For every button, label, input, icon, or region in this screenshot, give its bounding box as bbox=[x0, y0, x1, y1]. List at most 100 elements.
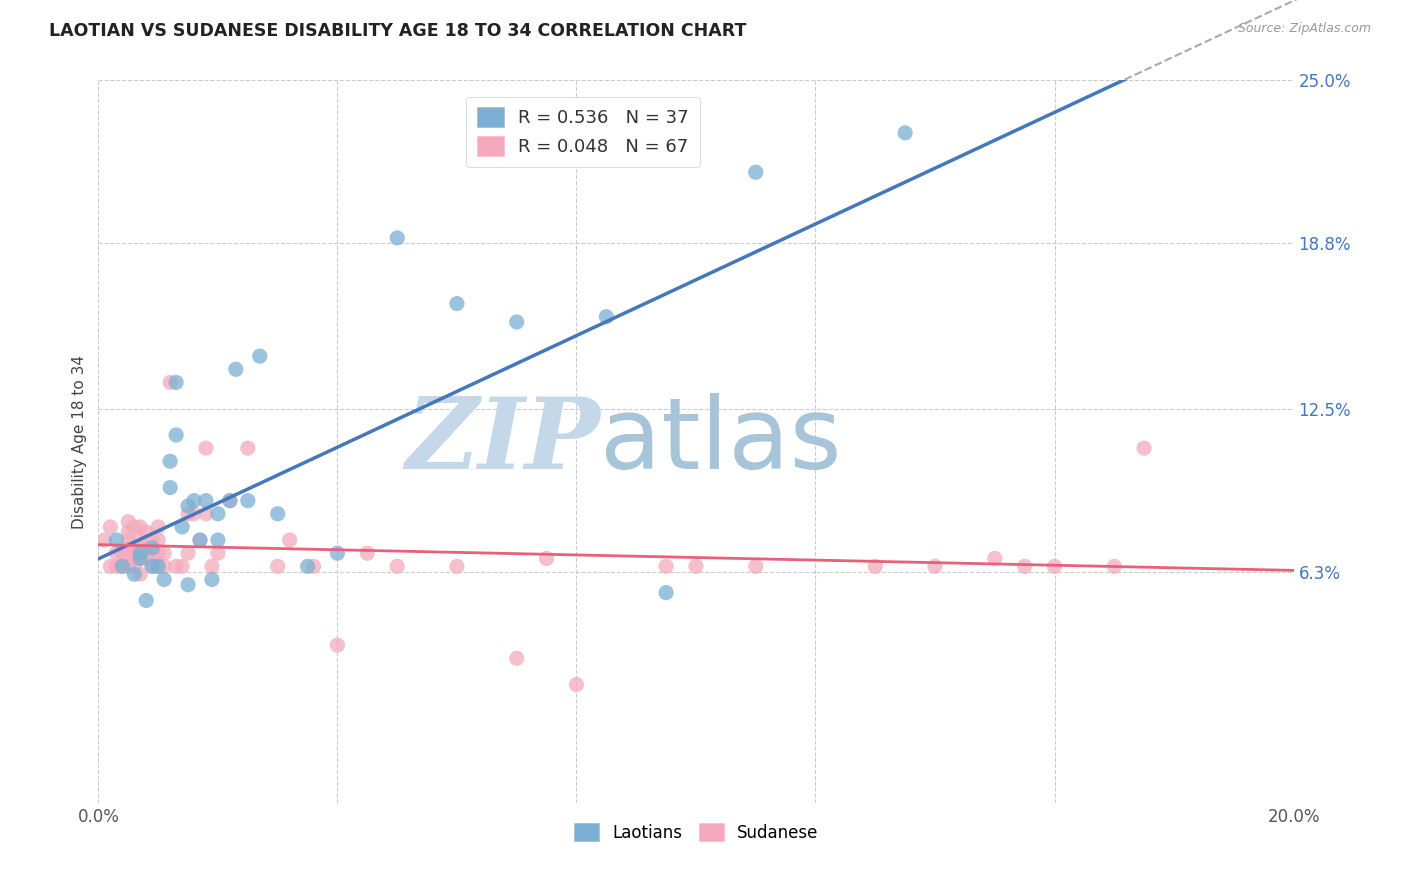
Point bbox=[141, 559, 163, 574]
Point bbox=[1043, 559, 1066, 574]
Point bbox=[278, 533, 301, 547]
Point bbox=[93, 533, 115, 547]
Point bbox=[446, 559, 468, 574]
Point bbox=[267, 507, 290, 521]
Point bbox=[385, 559, 409, 574]
Point bbox=[124, 567, 146, 582]
Point bbox=[297, 559, 319, 574]
Point bbox=[236, 441, 259, 455]
Point bbox=[183, 493, 205, 508]
Point bbox=[326, 546, 349, 560]
Point bbox=[124, 559, 146, 574]
Point bbox=[165, 559, 187, 574]
Point bbox=[385, 231, 409, 245]
Point bbox=[172, 520, 194, 534]
Point bbox=[148, 533, 170, 547]
Point bbox=[159, 454, 181, 468]
Point bbox=[984, 551, 1007, 566]
Point bbox=[267, 559, 290, 574]
Point bbox=[924, 559, 946, 574]
Y-axis label: Disability Age 18 to 34: Disability Age 18 to 34 bbox=[72, 354, 87, 529]
Point bbox=[129, 533, 152, 547]
Point bbox=[124, 541, 146, 555]
Point bbox=[153, 559, 176, 574]
Point bbox=[98, 559, 122, 574]
Point bbox=[195, 507, 218, 521]
Point bbox=[188, 533, 211, 547]
Point bbox=[236, 493, 259, 508]
Point bbox=[111, 559, 134, 574]
Point bbox=[1104, 559, 1126, 574]
Point bbox=[117, 559, 139, 574]
Point bbox=[207, 546, 229, 560]
Point bbox=[117, 525, 139, 540]
Point bbox=[183, 507, 205, 521]
Point bbox=[117, 533, 139, 547]
Point bbox=[153, 546, 176, 560]
Point bbox=[124, 520, 146, 534]
Point bbox=[177, 507, 200, 521]
Point bbox=[129, 520, 152, 534]
Point bbox=[165, 428, 187, 442]
Point bbox=[129, 567, 152, 582]
Point bbox=[225, 362, 247, 376]
Point bbox=[165, 376, 187, 390]
Point bbox=[655, 585, 678, 599]
Point bbox=[141, 541, 163, 555]
Text: LAOTIAN VS SUDANESE DISABILITY AGE 18 TO 34 CORRELATION CHART: LAOTIAN VS SUDANESE DISABILITY AGE 18 TO… bbox=[49, 22, 747, 40]
Point bbox=[148, 546, 170, 560]
Point bbox=[195, 493, 218, 508]
Point bbox=[177, 499, 200, 513]
Point bbox=[148, 559, 170, 574]
Point bbox=[177, 546, 200, 560]
Point bbox=[129, 546, 152, 560]
Point bbox=[172, 559, 194, 574]
Point bbox=[506, 315, 529, 329]
Point bbox=[506, 651, 529, 665]
Point bbox=[655, 559, 678, 574]
Point bbox=[249, 349, 271, 363]
Point bbox=[117, 541, 139, 555]
Point bbox=[141, 546, 163, 560]
Point bbox=[201, 559, 224, 574]
Point bbox=[148, 559, 170, 574]
Point bbox=[105, 533, 128, 547]
Point bbox=[745, 165, 768, 179]
Point bbox=[302, 559, 325, 574]
Point bbox=[124, 551, 146, 566]
Point bbox=[111, 559, 134, 574]
Point bbox=[129, 541, 152, 555]
Point bbox=[745, 559, 768, 574]
Point bbox=[129, 551, 152, 566]
Point bbox=[141, 559, 163, 574]
Point bbox=[111, 546, 134, 560]
Point bbox=[141, 533, 163, 547]
Point bbox=[685, 559, 707, 574]
Point bbox=[117, 546, 139, 560]
Legend: Laotians, Sudanese: Laotians, Sudanese bbox=[567, 817, 825, 848]
Point bbox=[135, 525, 157, 540]
Point bbox=[595, 310, 617, 324]
Text: ZIP: ZIP bbox=[405, 393, 600, 490]
Point bbox=[207, 507, 229, 521]
Point bbox=[1014, 559, 1036, 574]
Point bbox=[207, 533, 229, 547]
Point bbox=[129, 551, 152, 566]
Point bbox=[135, 593, 157, 607]
Point bbox=[219, 493, 242, 508]
Point bbox=[159, 376, 181, 390]
Point bbox=[356, 546, 378, 560]
Point bbox=[195, 441, 218, 455]
Point bbox=[98, 520, 122, 534]
Point bbox=[536, 551, 558, 566]
Point bbox=[135, 541, 157, 555]
Point bbox=[201, 573, 224, 587]
Text: atlas: atlas bbox=[600, 393, 842, 490]
Point bbox=[159, 481, 181, 495]
Point bbox=[1133, 441, 1156, 455]
Point bbox=[446, 296, 468, 310]
Point bbox=[219, 493, 242, 508]
Point bbox=[188, 533, 211, 547]
Point bbox=[153, 573, 176, 587]
Point bbox=[894, 126, 917, 140]
